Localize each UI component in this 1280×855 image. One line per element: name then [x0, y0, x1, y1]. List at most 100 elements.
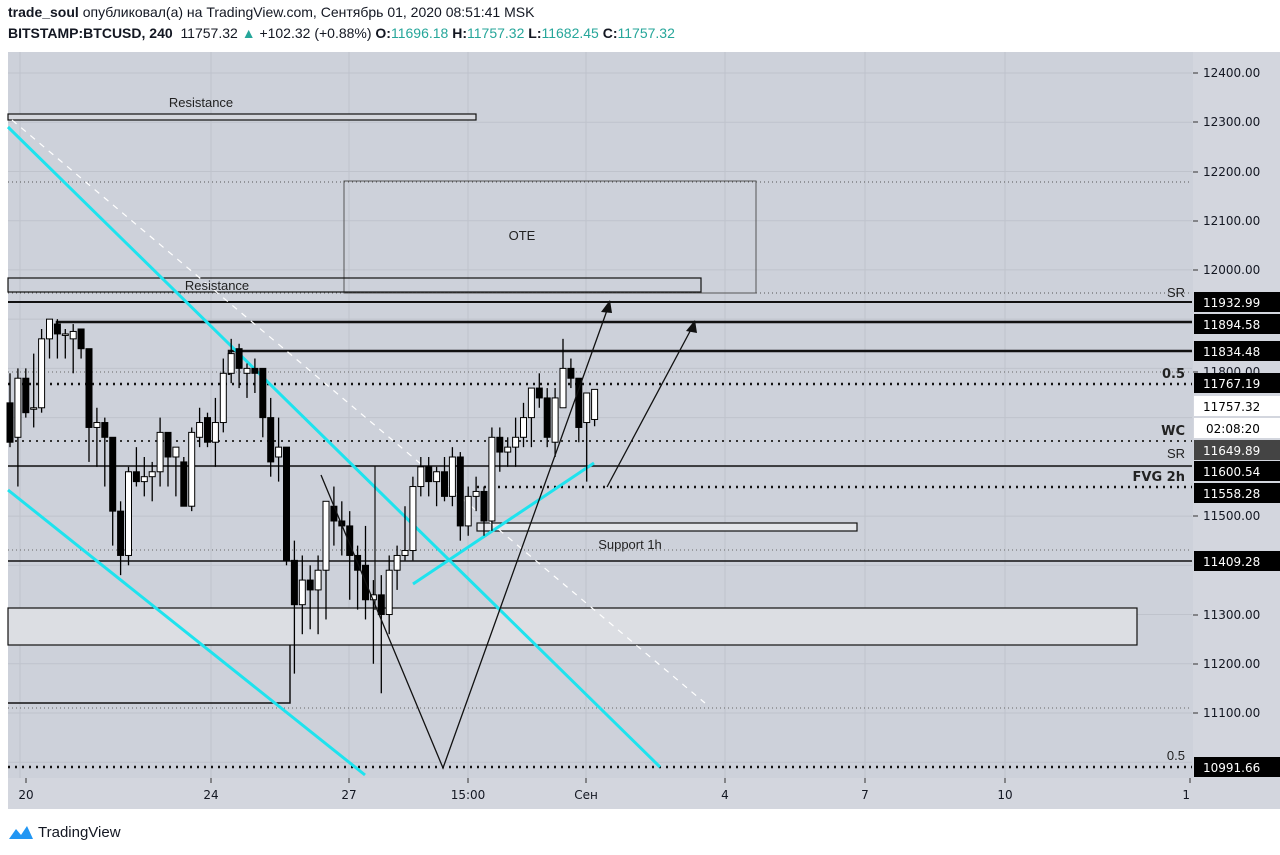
close-label: C: — [602, 25, 618, 41]
candle-bearish — [251, 367, 259, 374]
sr-top-label: SR — [1167, 285, 1185, 300]
candle-bullish — [61, 333, 69, 336]
open-value: 11696.18 — [390, 25, 449, 41]
channel-lower-line[interactable] — [7, 488, 366, 777]
candle-bearish — [306, 579, 314, 591]
candle-bullish — [559, 367, 567, 409]
resistance-box-mid[interactable] — [7, 277, 702, 293]
support-1h-box[interactable] — [476, 522, 858, 532]
candle-bearish — [330, 505, 338, 522]
author-name[interactable]: trade_soul — [8, 4, 79, 20]
time-tick-label: 4 — [721, 788, 729, 802]
price-badge-current — [1194, 396, 1280, 416]
candle-bullish — [196, 422, 204, 438]
candle-bullish — [448, 456, 456, 497]
half-bottom-label: 0.5 — [1167, 748, 1185, 763]
candle-bearish — [132, 471, 140, 483]
candle-bearish — [346, 525, 354, 556]
symbol-legend: BITSTAMP:BTCUSD, 240 11757.32 ▲ +102.32 … — [8, 25, 675, 41]
arrowhead-icon — [601, 300, 612, 313]
symbol-label: BITSTAMP:BTCUSD, 240 — [8, 25, 173, 41]
candle-bearish — [235, 348, 243, 369]
candle-bullish — [409, 486, 417, 552]
candle-bearish — [101, 422, 109, 438]
time-tick-label: Сен — [574, 788, 598, 802]
candle-bullish — [219, 372, 227, 424]
candle-bearish — [267, 417, 275, 463]
candle-bullish — [393, 554, 401, 571]
price-badge-label: 10991.66 — [1203, 761, 1260, 775]
price-badge-label: 11894.58 — [1203, 318, 1260, 332]
high-label: H: — [452, 25, 468, 41]
price-tick-label: 11300.00 — [1203, 608, 1260, 622]
last-price: 11757.32 — [180, 25, 238, 41]
candle-bullish — [520, 417, 527, 438]
candle-bullish — [172, 446, 180, 458]
ote-label: OTE — [509, 228, 536, 243]
low-value: 11682.45 — [541, 25, 599, 41]
candle-bullish — [148, 471, 156, 478]
chart-pane[interactable] — [8, 52, 1193, 778]
time-axis[interactable] — [8, 778, 1193, 809]
time-tick-label: 20 — [18, 788, 33, 802]
price-badge-label: 11600.54 — [1203, 465, 1260, 479]
candle-bullish — [243, 367, 251, 374]
resistance-box-top[interactable] — [7, 113, 477, 121]
candle-bullish — [140, 476, 148, 483]
candle-bullish — [527, 387, 535, 419]
wc-label: WC — [1161, 424, 1185, 439]
open-label: O: — [375, 25, 391, 41]
time-tick-label: 10 — [997, 788, 1012, 802]
time-axis-labels: 20 24 27 15:00 Сен 4 7 10 1 — [18, 778, 1191, 802]
price-badge-line2 — [1194, 314, 1280, 334]
candle-bearish — [480, 490, 488, 522]
projection-path-1[interactable] — [320, 301, 611, 770]
tradingview-logo-icon — [9, 826, 33, 839]
candle-bearish — [441, 471, 448, 497]
high-value: 11757.32 — [467, 25, 525, 41]
candle-bullish — [93, 422, 101, 428]
price-tick-label: 11200.00 — [1203, 657, 1260, 671]
ote-box[interactable] — [343, 180, 757, 294]
price-badge-label: 11649.89 — [1203, 444, 1260, 458]
brand-name: TradingView — [38, 823, 121, 841]
price-badge-label: 11757.32 — [1203, 400, 1260, 414]
candle-bearish — [283, 446, 290, 561]
support-trendline[interactable] — [412, 461, 595, 586]
candle-bullish — [472, 490, 480, 497]
price-tick-label: 12400.00 — [1203, 66, 1260, 80]
price-badge-half-bottom — [1194, 757, 1280, 777]
candle-bullish — [504, 446, 512, 453]
candles — [6, 318, 599, 694]
channel-upper-line[interactable] — [6, 125, 662, 769]
candle-bullish — [583, 392, 591, 424]
candle-bullish — [156, 431, 164, 473]
price-badge-fvg — [1194, 483, 1280, 503]
candle-bearish — [377, 594, 385, 616]
up-triangle-icon: ▲ — [241, 25, 256, 41]
candle-bullish — [69, 330, 77, 340]
lower-box-edge[interactable] — [8, 645, 291, 704]
price-tick-label: 12100.00 — [1203, 214, 1260, 228]
price-tick-label: 12200.00 — [1203, 165, 1260, 179]
price-change: +102.32 (+0.88%) — [259, 25, 372, 41]
fvg-label: FVG 2h — [1133, 470, 1185, 485]
price-badge-wc — [1194, 440, 1280, 460]
tradingview-logo[interactable]: TradingView — [8, 823, 121, 841]
candle-bearish — [425, 466, 433, 483]
candle-bullish — [551, 397, 559, 443]
projection-path-2[interactable] — [606, 321, 696, 488]
price-badge-label: 11834.48 — [1203, 345, 1260, 359]
candle-bearish — [496, 436, 504, 453]
candle-bearish — [290, 559, 298, 606]
candle-bullish — [125, 471, 132, 556]
candle-bullish — [46, 318, 53, 340]
price-badge-label: 11558.28 — [1203, 487, 1260, 501]
resistance-top-label: Resistance — [169, 95, 233, 110]
candle-bearish — [117, 510, 125, 556]
close-value: 11757.32 — [617, 25, 675, 41]
price-badge-countdown — [1194, 418, 1280, 438]
candle-bearish — [204, 417, 211, 443]
candle-bearish — [535, 387, 543, 399]
